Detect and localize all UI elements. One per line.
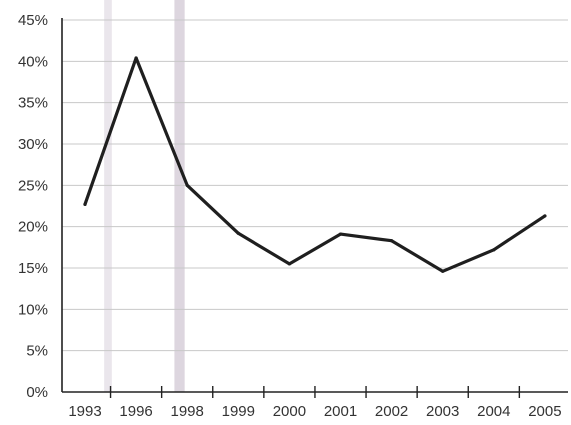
y-tick-label: 5%	[26, 343, 48, 360]
highlight-band-1	[174, 0, 185, 392]
y-tick-label: 40%	[18, 53, 48, 70]
axes	[61, 18, 568, 398]
y-tick-label: 25%	[18, 177, 48, 194]
data-point	[543, 214, 547, 218]
x-tick-label: 1993	[68, 403, 101, 420]
data-point	[83, 202, 87, 206]
x-tick-label: 2004	[477, 403, 510, 420]
highlight-bands	[104, 0, 185, 392]
y-tick-label: 0%	[26, 384, 48, 401]
x-tick-label: 1998	[171, 403, 204, 420]
y-tick-labels: 0% 5% 10% 15% 20% 25% 30% 35% 40% 45%	[18, 12, 48, 401]
y-tick-label: 30%	[18, 136, 48, 153]
x-tick-label: 2005	[528, 403, 561, 420]
data-point	[134, 56, 138, 60]
highlight-band-0	[104, 0, 112, 392]
x-tick-labels: 1993 1996 1998 1999 2000 2001 2002 2003 2004 2005	[68, 403, 561, 420]
data-point	[287, 262, 291, 266]
x-tick-label: 1996	[119, 403, 152, 420]
series	[83, 56, 547, 273]
data-point	[236, 231, 240, 235]
y-tick-label: 10%	[18, 301, 48, 318]
x-tick-label: 2001	[324, 403, 357, 420]
x-tick-label: 2002	[375, 403, 408, 420]
data-point	[338, 232, 343, 236]
y-tick-label: 35%	[18, 95, 48, 112]
grid-lines	[62, 19, 568, 352]
x-tick-label: 2003	[426, 403, 459, 420]
x-tick-label: 1999	[222, 403, 255, 420]
data-point	[390, 239, 394, 243]
series-line-0	[83, 56, 547, 273]
data-point	[185, 183, 189, 187]
data-point	[492, 248, 496, 252]
y-tick-label: 15%	[18, 260, 48, 277]
y-tick-label: 45%	[18, 12, 48, 29]
x-tick-label: 2000	[273, 403, 306, 420]
y-tick-label: 20%	[18, 219, 48, 236]
data-point	[441, 269, 445, 273]
